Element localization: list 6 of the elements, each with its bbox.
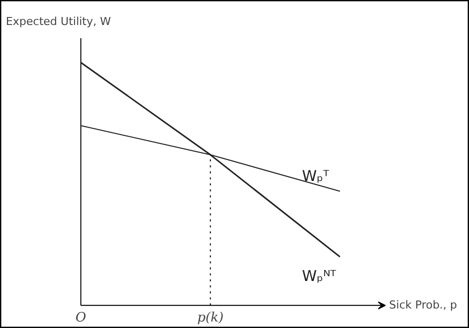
x-tick-label: p(k) — [197, 310, 224, 326]
x-tick-label: O — [75, 310, 86, 326]
series-label: Wₚᴺᵀ — [302, 266, 336, 285]
y-axis-title: Expected Utility, W — [6, 15, 111, 28]
x-axis-title: Sick Prob., p — [389, 298, 458, 312]
series-label: Wₚᵀ — [302, 167, 330, 186]
